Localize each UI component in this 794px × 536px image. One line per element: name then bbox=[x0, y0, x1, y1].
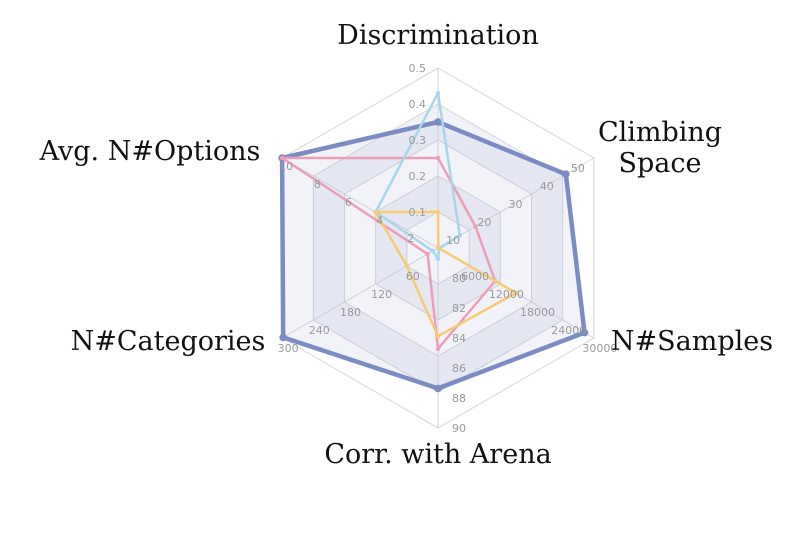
axis-title-1-line-1: Space bbox=[619, 148, 702, 179]
tick-label-axis4-3: 240 bbox=[309, 324, 330, 337]
tick-label-axis4-2: 180 bbox=[340, 306, 361, 319]
axis-title-4-line-0: N#Categories bbox=[71, 326, 266, 357]
tick-label-axis3-5: 90 bbox=[452, 422, 466, 435]
series-3-point-0 bbox=[435, 209, 441, 215]
tick-label-axis3-0: 80 bbox=[452, 272, 466, 285]
series-2-point-0 bbox=[435, 91, 441, 96]
tick-label-axis5-4: 10 bbox=[279, 160, 293, 173]
series-1-point-3 bbox=[435, 346, 441, 351]
series-3-point-1 bbox=[436, 245, 441, 251]
tick-label-axis4-1: 120 bbox=[371, 288, 392, 301]
series-line-0 bbox=[279, 119, 587, 391]
series-1-point-4 bbox=[425, 251, 430, 257]
axis-spoke-5 bbox=[281, 157, 439, 249]
series-3-point-3 bbox=[435, 334, 441, 339]
axis-title-3-line-0: Corr. with Arena bbox=[324, 439, 551, 470]
series-3-point-5 bbox=[373, 209, 378, 215]
tick-label-axis1-1: 20 bbox=[477, 216, 491, 229]
series-1-point-5 bbox=[279, 155, 285, 161]
axis-title-1-line-0: Climbing bbox=[598, 117, 722, 148]
series-0-point-2 bbox=[580, 328, 589, 337]
axis-title-0-line-0: Discrimination bbox=[337, 20, 539, 51]
tick-label-axis3-1: 82 bbox=[452, 302, 466, 315]
tick-label-axis1-0: 10 bbox=[446, 234, 460, 247]
tick-label-axis3-3: 86 bbox=[452, 362, 466, 375]
series-2-point-4 bbox=[430, 248, 436, 254]
axis-spoke-4 bbox=[281, 247, 439, 339]
series-3-point-2 bbox=[513, 290, 519, 296]
tick-label-axis2-2: 18000 bbox=[520, 306, 555, 319]
series-0-point-0 bbox=[434, 118, 442, 126]
series-2-point-3 bbox=[435, 256, 441, 261]
tick-label-axis1-4: 50 bbox=[571, 162, 585, 175]
tick-label-axis0-3: 0.4 bbox=[409, 98, 427, 111]
series-0-point-1 bbox=[562, 170, 570, 178]
tick-label-axis0-0: 0.1 bbox=[409, 206, 427, 219]
tick-label-axis1-2: 30 bbox=[509, 198, 523, 211]
tick-label-axis0-4: 0.5 bbox=[409, 62, 427, 75]
tick-label-axis5-1: 4 bbox=[376, 214, 383, 227]
tick-label-axis3-4: 88 bbox=[452, 392, 466, 405]
axis-title-5-line-0: Avg. N#Options bbox=[39, 136, 261, 167]
tick-label-axis2-4: 30000 bbox=[582, 342, 617, 355]
tick-label-axis5-3: 8 bbox=[314, 178, 321, 191]
series-1-point-1 bbox=[473, 224, 478, 229]
tick-label-axis0-2: 0.3 bbox=[409, 134, 427, 147]
tick-label-axis2-1: 12000 bbox=[489, 288, 524, 301]
tick-label-axis2-3: 24000 bbox=[551, 324, 586, 337]
series-0-point-3 bbox=[434, 384, 442, 393]
tick-label-axis0-1: 0.2 bbox=[409, 170, 427, 183]
tick-label-axis4-4: 300 bbox=[278, 342, 299, 355]
tick-label-axis4-0: 60 bbox=[406, 270, 420, 283]
tick-label-axis2-0: 6000 bbox=[461, 270, 489, 283]
tick-label-axis5-0: 2 bbox=[407, 232, 414, 245]
tick-label-axis5-2: 6 bbox=[345, 196, 352, 209]
axis-title-2-line-0: N#Samples bbox=[611, 326, 773, 357]
series-1-point-0 bbox=[435, 155, 441, 161]
series-2-point-1 bbox=[457, 233, 463, 238]
series-3-point-4 bbox=[404, 263, 410, 269]
tick-label-axis3-2: 84 bbox=[452, 332, 466, 345]
series-0-point-4 bbox=[279, 333, 287, 342]
tick-label-axis1-3: 40 bbox=[540, 180, 554, 193]
